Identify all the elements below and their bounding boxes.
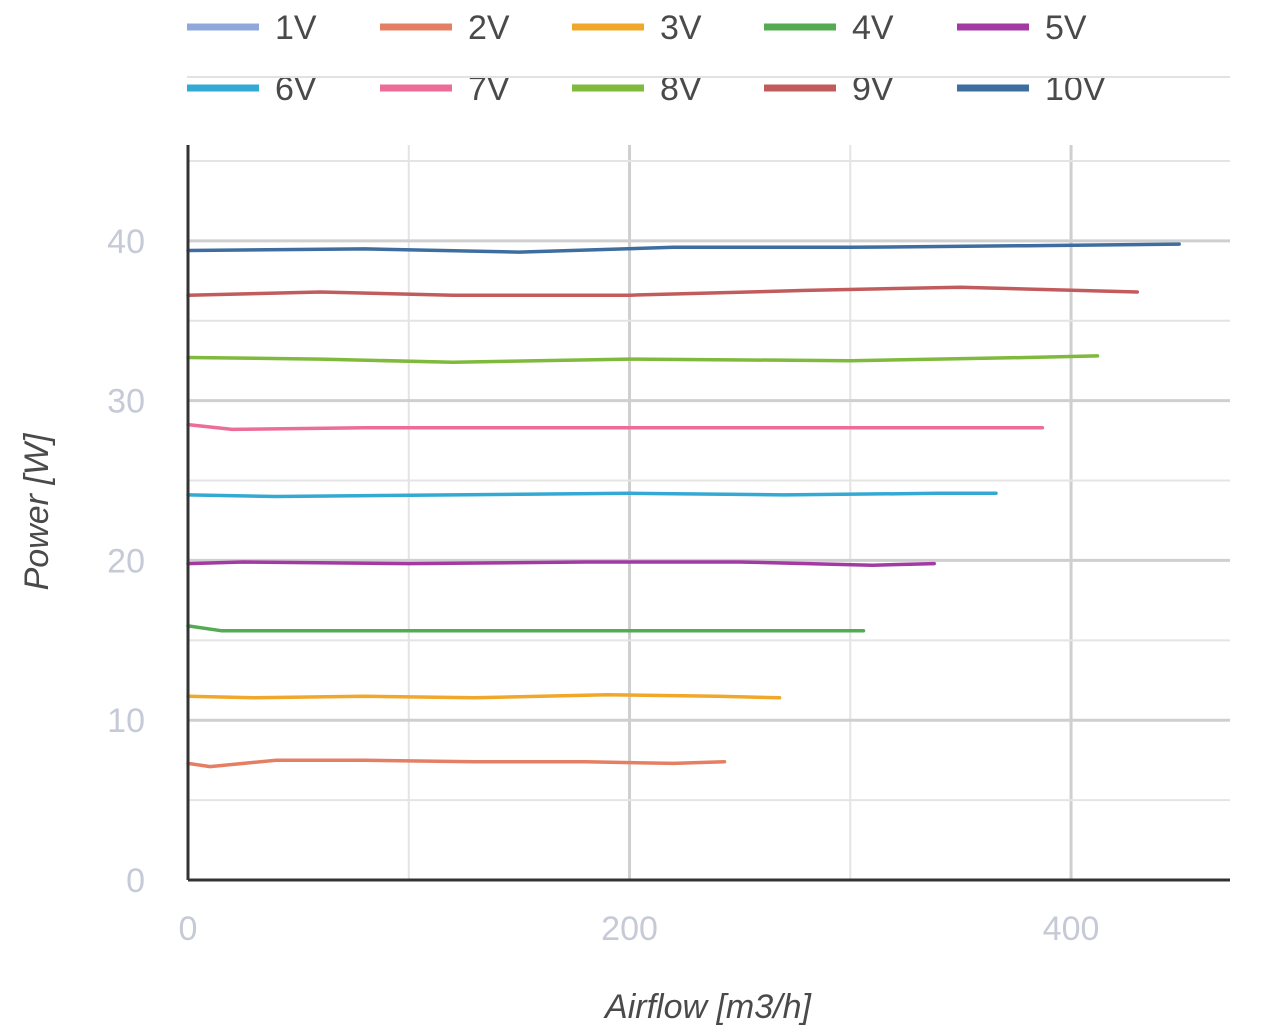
legend-label-7v: 7V [468,70,510,108]
y-axis-title: Power [W] [18,432,56,590]
x-tick-label: 0 [179,910,198,948]
series-line-8v [186,354,1100,365]
y-tick-label: 20 [107,542,145,580]
series-line-3v [186,692,782,700]
y-tick-label: 0 [126,862,145,900]
y-tick-label: 10 [107,702,145,740]
legend-label-4v: 4V [852,9,894,47]
series-line-10v [186,242,1181,254]
series-group [186,242,1181,769]
grid [188,145,1230,880]
legend-label-9v: 9V [852,70,894,108]
series-line-5v [186,560,936,567]
legend: 1V 2V 3V 4V 5V 6V 7V 8V 9V 10V [187,9,1106,108]
legend-label-8v: 8V [660,70,702,108]
legend-label-1v: 1V [275,9,317,47]
axes [186,145,1230,882]
legend-label-10v: 10V [1045,70,1106,108]
x-tick-label: 200 [601,910,658,948]
series-line-2v [186,758,727,769]
legend-label-3v: 3V [660,9,702,47]
series-line-6v [186,491,998,499]
legend-label-6v: 6V [275,70,317,108]
tick-labels: 0 200 400 0 10 20 30 40 [107,223,1099,948]
x-axis-title: Airflow [m3/h] [603,988,812,1026]
series-line-4v [186,624,866,633]
legend-label-5v: 5V [1045,9,1087,47]
y-tick-label: 40 [107,223,145,261]
series-line-9v [186,285,1140,297]
x-tick-label: 400 [1043,910,1100,948]
y-tick-label: 30 [107,383,145,421]
legend-label-2v: 2V [468,9,510,47]
series-line-7v [186,422,1045,432]
